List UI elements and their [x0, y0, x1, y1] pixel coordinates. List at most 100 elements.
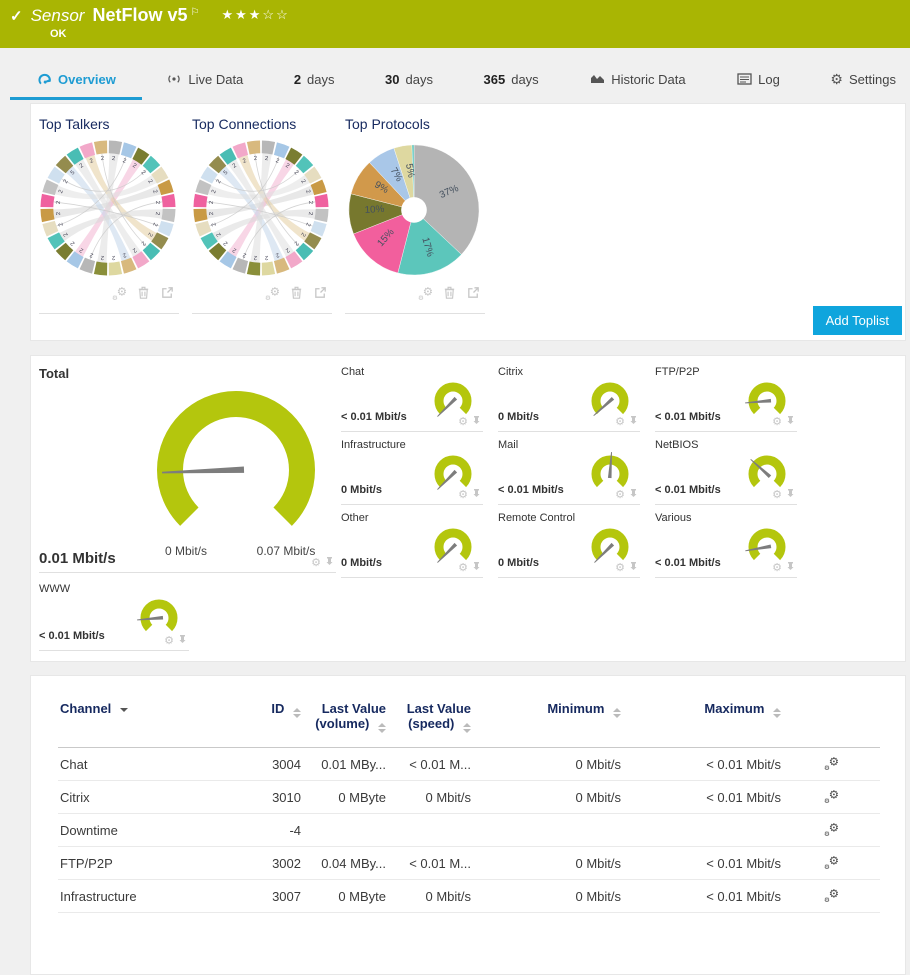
- channel-table-panel: Channel ID Last Value (volume) Last Value…: [30, 675, 906, 975]
- gauge-settings-icon[interactable]: ⚙: [615, 561, 625, 574]
- tab-historic-data[interactable]: Historic Data: [583, 62, 691, 100]
- channel-settings-icon[interactable]: ⚙ ⚙: [824, 755, 839, 773]
- tab-log[interactable]: Log: [730, 62, 786, 100]
- pin-icon[interactable]: [325, 556, 334, 570]
- channel-settings-icon[interactable]: ⚙ ⚙: [824, 854, 839, 872]
- pin-icon[interactable]: [472, 561, 481, 575]
- svg-text:2: 2: [284, 163, 290, 170]
- pin-icon[interactable]: [178, 634, 187, 648]
- channel-settings-icon[interactable]: ⚙ ⚙: [824, 788, 839, 806]
- gauge-cell-chat: Chat < 0.01 Mbit/s ⚙: [341, 364, 483, 432]
- channel-gauge: [748, 455, 786, 488]
- tab-live-data[interactable]: Live Data: [160, 62, 249, 100]
- pin-icon[interactable]: [629, 488, 638, 502]
- external-link-icon[interactable]: [466, 285, 481, 305]
- tab-365-days[interactable]: 365 days: [478, 62, 545, 100]
- svg-text:2: 2: [293, 240, 300, 247]
- tab-2-days[interactable]: 2 days: [288, 62, 341, 100]
- channel-settings-icon[interactable]: ⚙ ⚙: [824, 887, 839, 905]
- channel-gauge: [434, 528, 472, 563]
- gauge-cell-icons: ⚙: [458, 488, 481, 502]
- cell-minimum: 0 Mbit/s: [575, 888, 621, 904]
- cell-last_volume: 0 MByte: [338, 789, 386, 805]
- column-header-id[interactable]: ID: [238, 701, 303, 718]
- column-header-maximum[interactable]: Maximum: [623, 701, 783, 718]
- column-header-channel[interactable]: Channel: [58, 701, 238, 716]
- svg-text:⚙: ⚙: [824, 830, 830, 836]
- pin-icon[interactable]: [629, 561, 638, 575]
- top-protocols-pie-chart[interactable]: 37%17%15%10%9%7%5%: [345, 138, 483, 278]
- tab-label: Overview: [58, 71, 116, 87]
- gauge-settings-icon[interactable]: ⚙: [164, 634, 174, 647]
- toplist-title: Top Talkers: [39, 116, 110, 132]
- toplist-settings-icon[interactable]: ⚙ ⚙: [112, 285, 127, 305]
- pin-icon[interactable]: [786, 415, 795, 429]
- sort-desc-icon: [119, 708, 128, 712]
- pin-icon[interactable]: [472, 415, 481, 429]
- pin-icon[interactable]: [786, 561, 795, 575]
- trash-icon[interactable]: [289, 285, 304, 305]
- gauge-settings-icon[interactable]: ⚙: [458, 561, 468, 574]
- tab-settings[interactable]: ⚙ Settings: [824, 62, 902, 100]
- cell-last_volume: 0.04 MBy...: [321, 855, 386, 871]
- table-row-infrastructure[interactable]: Infrastructure 3007 0 MByte 0 Mbit/s 0 Mbit/…: [58, 880, 880, 913]
- table-row-citrix[interactable]: Citrix 3010 0 MByte 0 Mbit/s 0 Mbit/s < 0.01 …: [58, 781, 880, 814]
- gauge-settings-icon[interactable]: ⚙: [458, 488, 468, 501]
- svg-text:2: 2: [140, 240, 147, 247]
- gauge-settings-icon[interactable]: ⚙: [772, 488, 782, 501]
- tab-number: 365: [483, 71, 506, 87]
- pin-icon[interactable]: [472, 488, 481, 502]
- cell-maximum: < 0.01 Mbit/s: [706, 855, 781, 871]
- add-toplist-button[interactable]: Add Toplist: [812, 306, 902, 335]
- external-link-icon[interactable]: [313, 285, 328, 305]
- priority-stars[interactable]: ★★★☆☆: [221, 7, 290, 22]
- channel-settings-icon[interactable]: ⚙ ⚙: [824, 821, 839, 839]
- table-row-chat[interactable]: Chat 3004 0.01 MBy... < 0.01 M... 0 Mbit/s < …: [58, 748, 880, 781]
- svg-text:2: 2: [299, 231, 306, 237]
- svg-text:2: 2: [223, 240, 230, 247]
- channel-value: < 0.01 Mbit/s: [655, 484, 721, 496]
- gauge-settings-icon[interactable]: ⚙: [772, 415, 782, 428]
- gauge-cell-citrix: Citrix 0 Mbit/s ⚙: [498, 364, 640, 432]
- gauge-min-label: 0 Mbit/s: [164, 544, 207, 558]
- svg-text:2: 2: [146, 231, 153, 237]
- svg-text:2: 2: [216, 179, 223, 185]
- trash-icon[interactable]: [136, 285, 151, 305]
- gauge-settings-icon[interactable]: ⚙: [615, 415, 625, 428]
- svg-text:2: 2: [304, 222, 311, 227]
- svg-text:2: 2: [242, 251, 247, 258]
- svg-text:2: 2: [58, 222, 65, 227]
- live-signal-icon: [166, 72, 182, 86]
- pin-icon[interactable]: [786, 488, 795, 502]
- gauge-cell-icons: ⚙: [615, 561, 638, 575]
- svg-text:2: 2: [307, 201, 313, 205]
- toplist-settings-icon[interactable]: ⚙ ⚙: [418, 285, 433, 305]
- column-header-last-value-speed-[interactable]: Last Value (speed): [406, 701, 471, 733]
- tab-overview[interactable]: Overview: [10, 62, 142, 100]
- gauge-settings-icon[interactable]: ⚙: [311, 556, 321, 569]
- column-header-last-value-volume-[interactable]: Last Value (volume): [315, 701, 386, 733]
- table-row-ftp-p2p[interactable]: FTP/P2P 3002 0.04 MBy... < 0.01 M... 0 Mbit/…: [58, 847, 880, 880]
- column-header-minimum[interactable]: Minimum: [473, 701, 623, 718]
- trash-icon[interactable]: [442, 285, 457, 305]
- channel-value: 0 Mbit/s: [498, 411, 539, 423]
- flag-icon[interactable]: ⚐: [190, 7, 200, 18]
- svg-text:2: 2: [275, 251, 280, 258]
- table-row-downtime[interactable]: Downtime -4 ⚙ ⚙: [58, 814, 880, 847]
- svg-text:10%: 10%: [364, 204, 385, 216]
- channel-name: FTP/P2P: [655, 366, 700, 378]
- gauge-settings-icon[interactable]: ⚙: [615, 488, 625, 501]
- tab-label: days: [405, 71, 433, 87]
- gauge-settings-icon[interactable]: ⚙: [772, 561, 782, 574]
- svg-text:⚙: ⚙: [829, 855, 839, 867]
- pin-icon[interactable]: [629, 415, 638, 429]
- toplist-settings-icon[interactable]: ⚙ ⚙: [265, 285, 280, 305]
- external-link-icon[interactable]: [160, 285, 175, 305]
- gauge-settings-icon[interactable]: ⚙: [458, 415, 468, 428]
- channel-name: Infrastructure: [341, 439, 406, 451]
- tab-30-days[interactable]: 30 days: [379, 62, 439, 100]
- svg-text:2: 2: [304, 189, 311, 194]
- svg-text:⚙: ⚙: [265, 294, 271, 300]
